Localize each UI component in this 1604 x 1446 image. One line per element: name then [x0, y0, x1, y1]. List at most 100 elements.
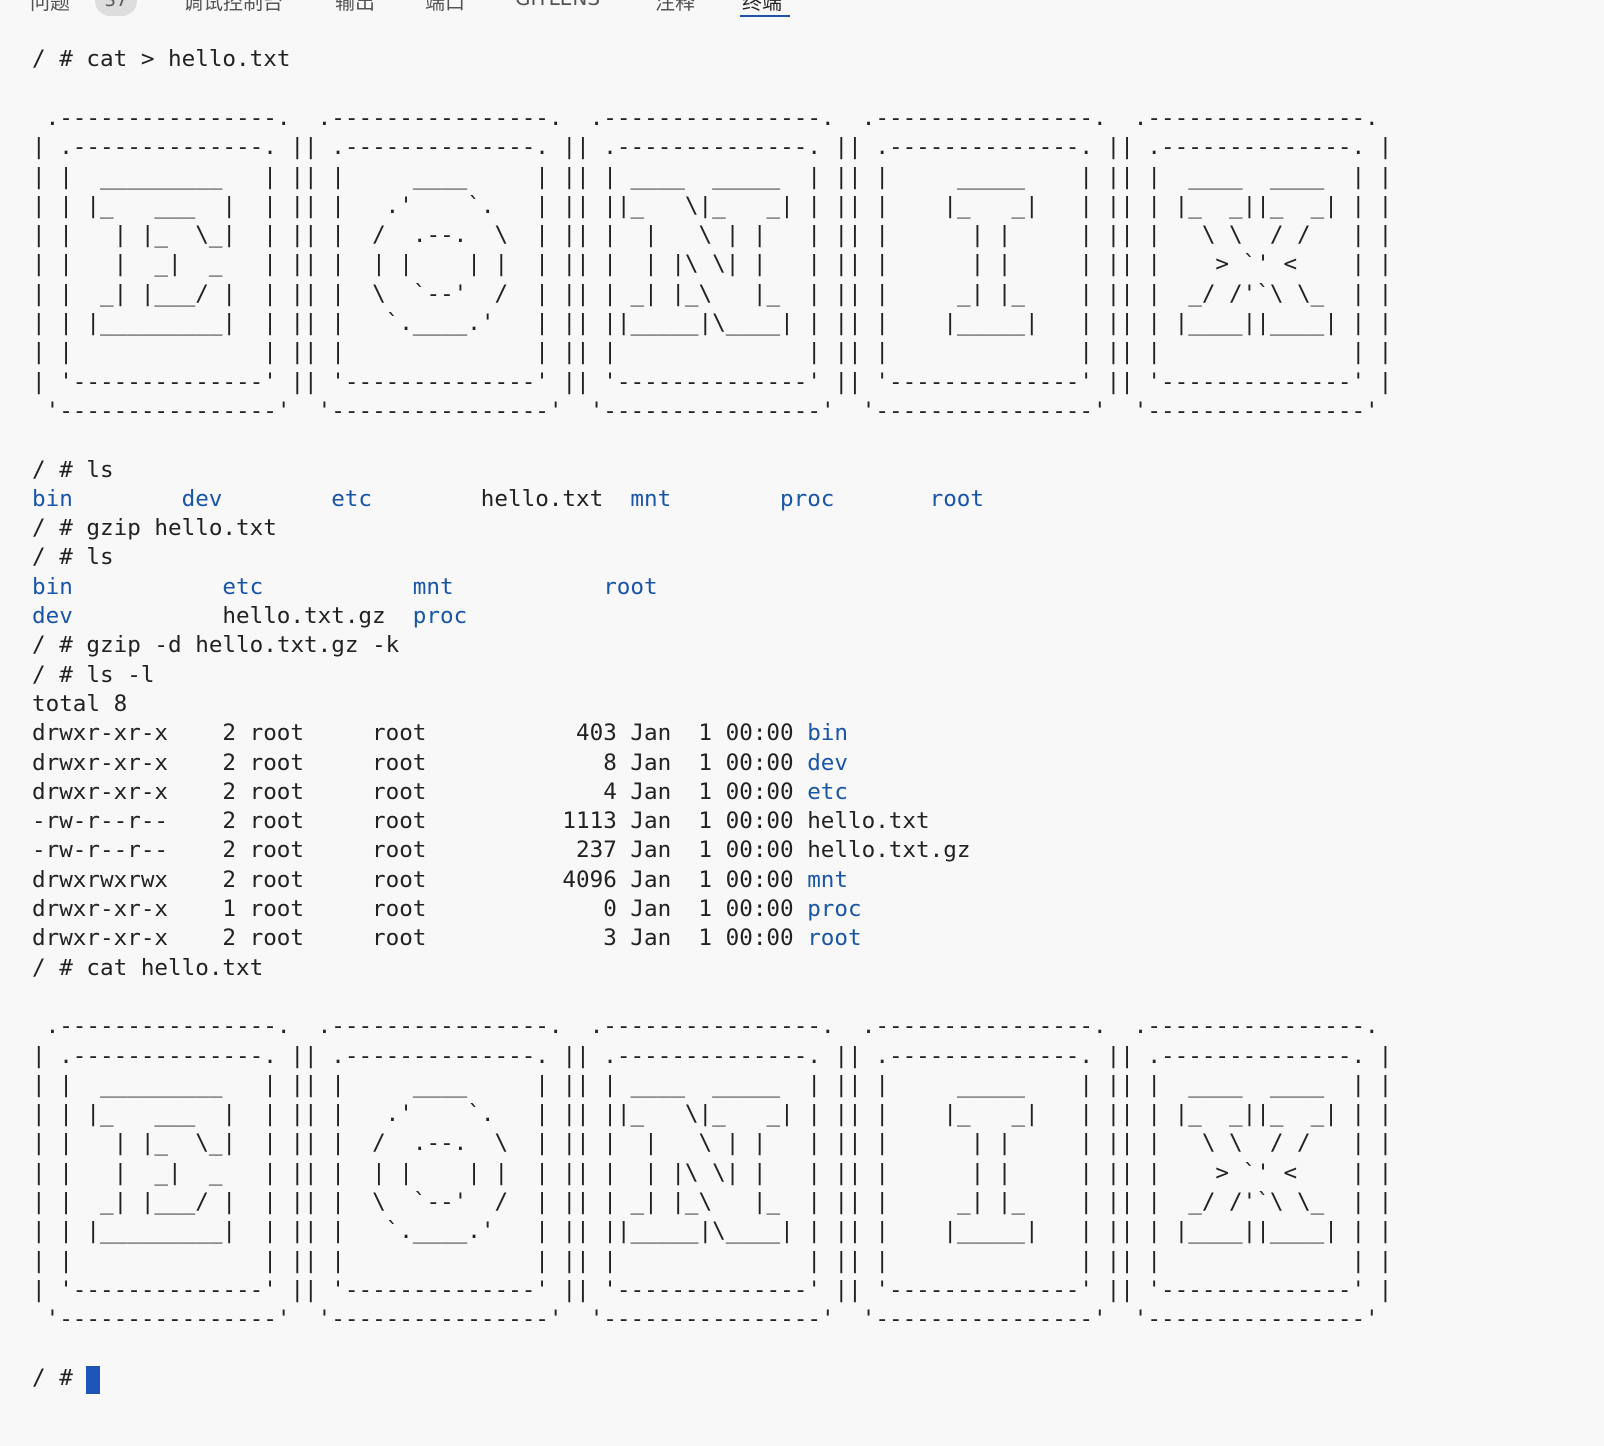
ascii-art-line: '----------------' '----------------' '-… — [32, 1306, 1393, 1333]
command: / # cat > hello.txt — [32, 46, 291, 73]
file-group: root — [372, 925, 427, 952]
ascii-art-line: | .--------------. || .--------------. |… — [32, 134, 1393, 161]
ascii-art-line: | | | _| _ | || | | | | | | || | | |\ \|… — [32, 251, 1393, 278]
ascii-art-line: .----------------. .----------------. .-… — [32, 1013, 1393, 1040]
ascii-art-line: | | | || | | || | | || | | || | | | — [32, 1247, 1393, 1274]
command: / # gzip hello.txt — [32, 515, 277, 542]
file-entry: hello.txt.gz — [807, 837, 971, 864]
file-mode: drwxr-xr-x — [32, 720, 169, 747]
tab[interactable]: 端口 — [425, 0, 465, 14]
ascii-art-line: | | |_________| | || | `.____.' | || ||_… — [32, 310, 1393, 337]
file-owner: root — [249, 896, 305, 923]
cursor — [86, 1366, 100, 1394]
file-entry: etc — [222, 573, 264, 600]
file-entry: bin — [32, 485, 73, 512]
ascii-art-line: | '--------------' || '--------------' |… — [32, 1276, 1393, 1303]
file-group: root — [372, 720, 427, 747]
problems-badge: 37 — [95, 0, 137, 16]
link-count: 2 — [222, 808, 236, 835]
file-entry: dev — [32, 603, 73, 630]
file-date: Jan 1 00:00 — [630, 749, 794, 776]
command: / # ls — [32, 456, 114, 483]
link-count: 2 — [222, 778, 236, 805]
tab[interactable]: GITLENS — [515, 0, 600, 10]
file-mode: drwxr-xr-x — [32, 749, 169, 776]
file-group: root — [372, 866, 427, 893]
link-count: 1 — [222, 896, 236, 923]
file-entry: mnt — [807, 866, 848, 893]
file-size: 0 — [603, 896, 617, 923]
file-entry: hello.txt — [480, 485, 604, 512]
file-entry: hello.txt.gz — [222, 603, 386, 630]
file-group: root — [372, 837, 427, 864]
command: / # ls -l — [32, 661, 155, 688]
file-date: Jan 1 00:00 — [630, 778, 794, 805]
file-entry: proc — [780, 485, 835, 512]
file-entry: mnt — [412, 573, 454, 600]
file-group: root — [372, 749, 427, 776]
file-date: Jan 1 00:00 — [630, 720, 794, 747]
ascii-art-line: | | |_ ___ | | || | .' `. | || ||_ \|_ _… — [32, 192, 1393, 219]
tab[interactable]: 调试控制台 — [183, 0, 283, 14]
file-entry: root — [603, 573, 658, 600]
file-owner: root — [249, 866, 305, 893]
file-entry: mnt — [630, 485, 672, 512]
file-entry: bin — [32, 573, 73, 600]
ascii-art-line: | '--------------' || '--------------' |… — [32, 368, 1393, 395]
tab[interactable]: 问题 — [30, 0, 70, 14]
file-entry: proc — [807, 896, 862, 923]
file-entry: dev — [181, 485, 223, 512]
file-owner: root — [249, 925, 305, 952]
file-size: 403 — [576, 720, 617, 747]
link-count: 2 — [222, 866, 236, 893]
file-mode: -rw-r--r-- — [32, 837, 169, 864]
file-owner: root — [249, 720, 305, 747]
ascii-art-line: | | |_________| | || | `.____.' | || ||_… — [32, 1218, 1393, 1245]
tab-active[interactable]: 终端 — [742, 0, 782, 14]
file-group: root — [372, 896, 427, 923]
file-mode: drwxr-xr-x — [32, 896, 169, 923]
file-entry: root — [807, 925, 862, 952]
file-mode: drwxrwxrwx — [32, 866, 169, 893]
file-size: 8 — [603, 749, 617, 776]
file-size: 1113 — [562, 808, 617, 835]
file-entry: etc — [331, 485, 372, 512]
ascii-art-line: | | _| |___/ | | || | \ `--' / | || | _|… — [32, 280, 1393, 307]
active-tab-underline — [740, 15, 790, 17]
file-date: Jan 1 00:00 — [630, 837, 794, 864]
file-size: 3 — [603, 925, 617, 952]
file-entry: root — [929, 485, 985, 512]
link-count: 2 — [222, 925, 236, 952]
command: / # cat hello.txt — [32, 954, 264, 981]
file-entry: bin — [807, 720, 848, 747]
file-mode: -rw-r--r-- — [32, 808, 169, 835]
ascii-art-line: | | |_ ___ | | || | .' `. | || ||_ \|_ _… — [32, 1101, 1393, 1128]
output-line: total 8 — [32, 690, 128, 717]
command: / # gzip -d hello.txt.gz -k — [32, 632, 400, 659]
link-count: 2 — [222, 749, 236, 776]
ascii-art-line: .----------------. .----------------. .-… — [32, 104, 1393, 131]
link-count: 2 — [222, 837, 236, 864]
tab[interactable]: 注释 — [655, 0, 695, 14]
file-size: 237 — [576, 837, 617, 864]
prompt: / # — [32, 1364, 73, 1391]
file-owner: root — [249, 808, 305, 835]
file-group: root — [372, 808, 427, 835]
ascii-art-line: | | | |_ \_| | || | / .--. \ | || | | \ … — [32, 1130, 1393, 1157]
file-owner: root — [249, 749, 305, 776]
file-entry: proc — [412, 603, 468, 630]
file-entry: dev — [807, 749, 848, 776]
file-date: Jan 1 00:00 — [630, 925, 794, 952]
ascii-art-line: | | _________ | || | ____ | || | ____ __… — [32, 163, 1393, 190]
ascii-art-line: | | | || | | || | | || | | || | | | — [32, 339, 1393, 366]
ascii-art-line: | | _________ | || | ____ | || | ____ __… — [32, 1071, 1393, 1098]
ascii-art-line: | | | |_ \_| | || | / .--. \ | || | | \ … — [32, 222, 1393, 249]
file-size: 4 — [603, 778, 617, 805]
tab[interactable]: 输出 — [335, 0, 375, 14]
file-date: Jan 1 00:00 — [630, 896, 794, 923]
file-owner: root — [249, 837, 305, 864]
file-entry: hello.txt — [807, 808, 930, 835]
file-date: Jan 1 00:00 — [630, 808, 794, 835]
file-owner: root — [249, 778, 305, 805]
